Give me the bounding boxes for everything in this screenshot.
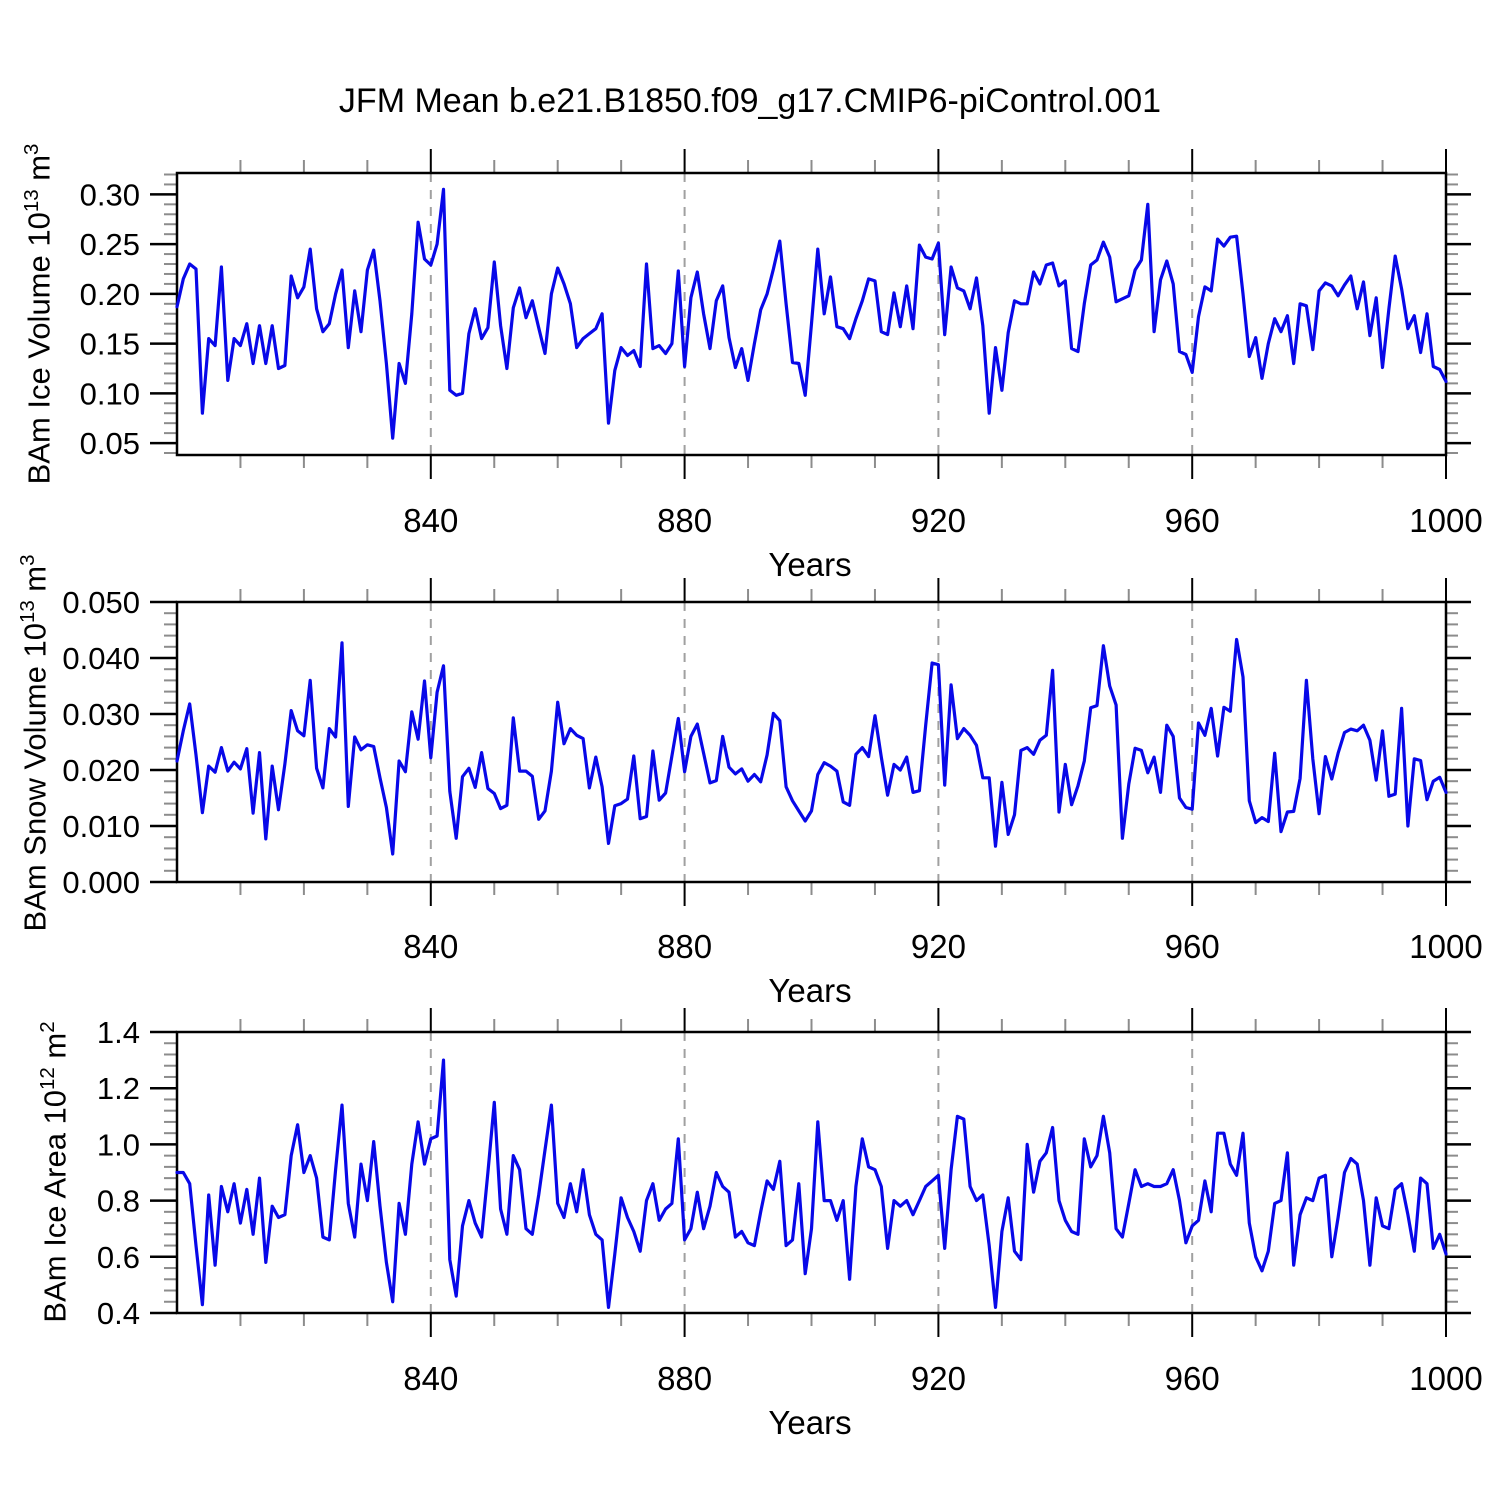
unit: m [37, 1032, 73, 1068]
y-tick-label: 1.2 [97, 1071, 140, 1106]
panel-snow-volume: 840 880 920 960 1000 0.000 0.010 0.020 0.030 0.04… [62, 578, 1483, 965]
y-tick-label: 1.0 [97, 1127, 140, 1162]
y-tick-label: 0.4 [97, 1296, 140, 1331]
x-tick-label: 880 [657, 928, 712, 965]
x-tick-label: 840 [403, 928, 458, 965]
panel-ice-volume: 840 880 920 960 1000 0.05 0.10 0.15 0.20 0.25 0.30 [80, 149, 1483, 539]
x-tick-label: 960 [1165, 502, 1220, 539]
y-tick-label: 1.4 [97, 1015, 140, 1050]
y-tick-label: 0.030 [62, 697, 140, 732]
exponent: 12 [36, 1067, 59, 1090]
x-axis-label-years-panel1: Years [768, 546, 852, 583]
y-axis-label-text: BAm Ice Area 10 [37, 1089, 73, 1323]
panel-ice-area: 840 880 920 960 1000 0.4 0.6 0.8 1.0 1.2 1.4 [97, 1008, 1483, 1397]
y-tick-label: 0.05 [80, 426, 140, 461]
y-axis-label-ice-area: BAm Ice Area 1012 m2 [26, 862, 73, 1482]
x-tick-label: 1000 [1409, 502, 1482, 539]
exponent: 13 [16, 600, 39, 624]
data-line-ice-area [175, 1058, 1448, 1310]
x-tick-label: 960 [1165, 1360, 1220, 1397]
y-tick-label: 0.20 [80, 277, 140, 312]
y-tick-label: 0.010 [62, 809, 140, 844]
x-tick-label: 880 [657, 1360, 712, 1397]
y-tick-label: 0.050 [62, 585, 140, 620]
plot-frame [175, 1030, 1448, 1315]
y-tick-label: 0.10 [80, 376, 140, 411]
figure-title: JFM Mean b.e21.B1850.f09_g17.CMIP6-piCon… [338, 82, 1162, 120]
unit: m [21, 154, 57, 190]
unit-exponent: 3 [16, 554, 39, 566]
exponent: 13 [20, 189, 43, 213]
y-tick-label: 0.8 [97, 1184, 140, 1219]
x-tick-label: 920 [911, 1360, 966, 1397]
x-tick-label: 920 [911, 928, 966, 965]
y-tick-label: 0.040 [62, 641, 140, 676]
x-tick-label: 960 [1165, 928, 1220, 965]
x-tick-label: 840 [403, 502, 458, 539]
unit-exponent: 3 [20, 143, 43, 155]
x-tick-label: 840 [403, 1360, 458, 1397]
x-tick-label: 1000 [1409, 1360, 1482, 1397]
x-axis-label-years-panel3: Years [768, 1404, 852, 1441]
unit-exponent: 2 [36, 1021, 59, 1033]
y-tick-label: 0.25 [80, 227, 140, 262]
plot-frame [175, 171, 1448, 457]
data-line-ice-volume [175, 187, 1448, 440]
x-tick-label: 920 [911, 502, 966, 539]
plot-frame [175, 600, 1448, 884]
x-axis-label-years-panel2: Years [768, 972, 852, 1009]
y-tick-label: 0.15 [80, 327, 140, 362]
y-tick-label: 0.6 [97, 1240, 140, 1275]
y-tick-label: 0.000 [62, 865, 140, 900]
unit: m [17, 565, 53, 601]
y-tick-label: 0.30 [80, 177, 140, 212]
y-tick-label: 0.020 [62, 753, 140, 788]
x-tick-label: 880 [657, 502, 712, 539]
data-line-snow-volume [175, 637, 1448, 856]
x-tick-label: 1000 [1409, 928, 1482, 965]
